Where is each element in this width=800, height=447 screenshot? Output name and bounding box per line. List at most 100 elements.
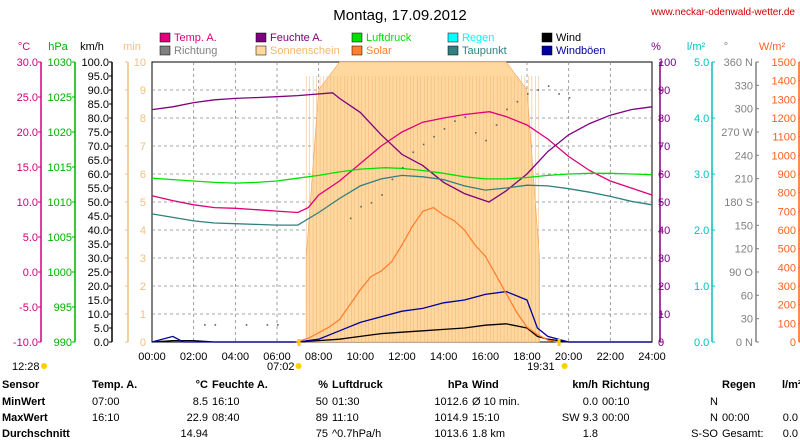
stats-max-press-time: 11:10 bbox=[332, 412, 359, 424]
direction-dot bbox=[245, 324, 248, 326]
tick-label: 45.0 bbox=[88, 211, 109, 223]
direction-dot bbox=[349, 217, 352, 220]
legend-label: Taupunkt bbox=[462, 45, 507, 57]
direction-dot bbox=[433, 135, 435, 138]
tick-label: 50 bbox=[658, 197, 670, 209]
direction-dot bbox=[506, 108, 508, 111]
tick-label: 90 O bbox=[729, 267, 753, 279]
axis-unit-label: km/h bbox=[80, 41, 104, 53]
tick-label: 15.0 bbox=[88, 295, 109, 307]
stats-label-max: MaxWert bbox=[2, 412, 48, 424]
tick-label: 5.0 bbox=[94, 323, 109, 335]
stats-header-row: Sensor Temp. A. °C Feuchte A. % Luftdruc… bbox=[0, 376, 800, 394]
series-line bbox=[151, 290, 652, 343]
legend-swatch bbox=[351, 32, 363, 43]
series-line bbox=[151, 174, 653, 226]
left-axes: 30.025.020.015.010.05.00.0-5.0-10.010301… bbox=[13, 57, 146, 349]
sunset-marker bbox=[557, 339, 561, 346]
tick-label: 0.0 bbox=[94, 337, 109, 349]
chart-date-title: Montag, 17.09.2012 bbox=[333, 7, 466, 24]
stats-row-max: MaxWert 16:10 22.9 08:40 89 11:10 1014.9… bbox=[0, 410, 800, 426]
axis-unit-label: hPa bbox=[48, 41, 68, 53]
stats-avg-rain-label: Gesamt: bbox=[722, 428, 764, 440]
legend-swatch bbox=[255, 45, 267, 56]
stats-min-rain-time bbox=[720, 394, 780, 410]
stats-max-dir: N bbox=[710, 412, 718, 424]
legend-label: Richtung bbox=[174, 45, 217, 57]
stats-header-temp-unit: °C bbox=[195, 379, 208, 391]
legend-swatch bbox=[159, 32, 171, 43]
stats-min-temp: 8.5 bbox=[192, 396, 208, 408]
direction-dot bbox=[422, 143, 425, 146]
stats-header-sensor: Sensor bbox=[2, 379, 40, 391]
tick-label: 35.0 bbox=[88, 239, 109, 251]
tick-label: 800 bbox=[778, 188, 796, 200]
tick-label: 7 bbox=[140, 141, 146, 153]
tick-label: 80.0 bbox=[88, 113, 109, 125]
tick-label: 1000 bbox=[772, 150, 796, 162]
tick-label: 900 bbox=[778, 169, 796, 181]
tick-label: 25.0 bbox=[88, 267, 109, 279]
legend-swatch bbox=[541, 32, 553, 43]
stats-max-press: 1014.9 bbox=[434, 412, 468, 424]
stats-header-direction: Richtung bbox=[602, 379, 650, 391]
tick-label: 1030 bbox=[48, 57, 72, 69]
tick-label: 270 W bbox=[721, 127, 753, 139]
tick-label: 1100 bbox=[772, 132, 796, 144]
tick-label: 360 N bbox=[724, 57, 753, 69]
direction-dot bbox=[204, 324, 206, 326]
tick-label: 10.0 bbox=[17, 197, 38, 209]
direction-dot bbox=[495, 124, 498, 126]
x-tick-label: 04:00 bbox=[222, 351, 250, 363]
direction-dot bbox=[277, 324, 279, 326]
legend-label: Feuchte A. bbox=[270, 32, 323, 44]
x-tick-label: 20:00 bbox=[555, 351, 583, 363]
stats-avg-wind-dist: 1.8 km bbox=[472, 428, 506, 440]
axis-unit-label: min bbox=[123, 41, 141, 53]
tick-label: 85.0 bbox=[88, 99, 109, 111]
stats-avg-hum: 75 bbox=[315, 428, 328, 440]
tick-label: 330 bbox=[735, 80, 753, 92]
axis-unit-label: ° bbox=[724, 41, 728, 53]
x-tick-label: 06:00 bbox=[263, 351, 291, 363]
stats-header-humidity-unit: % bbox=[318, 379, 328, 391]
legend-label: Luftdruck bbox=[366, 32, 412, 44]
tick-label: 60 bbox=[741, 290, 753, 302]
tick-label: -5.0 bbox=[19, 302, 38, 314]
legend-label: Temp. A. bbox=[174, 32, 217, 44]
tick-label: 5.0 bbox=[694, 57, 709, 69]
tick-label: 10.0 bbox=[88, 309, 109, 321]
tick-label: 65.0 bbox=[88, 155, 109, 167]
direction-dot bbox=[214, 324, 217, 326]
tick-label: 90 bbox=[658, 85, 670, 97]
direction-dot bbox=[443, 128, 446, 130]
stats-header-pressure: Luftdruck bbox=[332, 379, 383, 391]
tick-label: 1010 bbox=[48, 197, 72, 209]
chart-series bbox=[151, 61, 653, 343]
sunrise-marker bbox=[297, 339, 301, 346]
stats-max-wind-extra: SW 9.3 bbox=[561, 412, 598, 424]
stats-header-wind-unit: km/h bbox=[572, 379, 598, 391]
tick-label: 1020 bbox=[48, 127, 72, 139]
tick-label: 95.0 bbox=[88, 71, 109, 83]
tick-label: 6 bbox=[140, 169, 146, 181]
site-url[interactable]: www.neckar-odenwald-wetter.de bbox=[650, 7, 795, 18]
tick-label: 3 bbox=[140, 253, 146, 265]
tick-label: 3.0 bbox=[694, 169, 709, 181]
tick-label: 60 bbox=[658, 169, 670, 181]
x-tick-label: 00:00 bbox=[138, 351, 166, 363]
tick-label: 2 bbox=[140, 281, 146, 293]
direction-dot bbox=[527, 93, 529, 95]
tick-label: 50.0 bbox=[88, 197, 109, 209]
stats-header-rain-unit: l/m² bbox=[782, 379, 800, 391]
axis-units: °C hPa km/h min% l/m² ° W/m² bbox=[18, 41, 786, 53]
weather-chart: Montag, 17.09.2012 www.neckar-odenwald-w… bbox=[12, 7, 800, 373]
legend-label: Windböen bbox=[556, 45, 606, 57]
x-tick-label: 10:00 bbox=[347, 351, 375, 363]
tick-label: 1015 bbox=[48, 162, 72, 174]
tick-label: 1025 bbox=[48, 92, 72, 104]
tick-label: 100.0 bbox=[81, 57, 109, 69]
tick-label: 80 bbox=[658, 113, 670, 125]
stats-min-hum-time: 16:10 bbox=[212, 396, 240, 408]
direction-dot bbox=[402, 167, 404, 169]
